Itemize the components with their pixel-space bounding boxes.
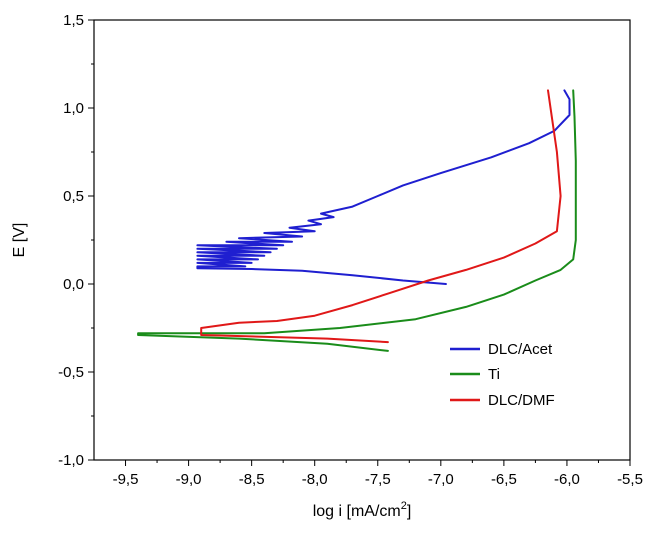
y-tick-label: 1,5 bbox=[63, 12, 84, 29]
legend-label-ti: Ti bbox=[488, 366, 500, 383]
legend-label-dlc-acet: DLC/Acet bbox=[488, 341, 553, 358]
x-axis-title-end: ] bbox=[407, 503, 411, 520]
y-axis-ticks: -1,0 -0,5 0,0 0,5 1,0 1,5 bbox=[58, 12, 94, 469]
legend-label-dlc-dmf: DLC/DMF bbox=[488, 392, 555, 409]
legend: DLC/Acet Ti DLC/DMF bbox=[450, 341, 555, 409]
y-tick-label: 0,0 bbox=[63, 276, 84, 293]
x-tick-label: -9,0 bbox=[176, 471, 202, 488]
x-axis-title-sup: 2 bbox=[401, 500, 407, 512]
y-tick-label: -0,5 bbox=[58, 364, 84, 381]
y-tick-label: 1,0 bbox=[63, 100, 84, 117]
series-line-2 bbox=[200, 89, 562, 344]
x-tick-label: -7,0 bbox=[428, 471, 454, 488]
x-tick-label: -7,5 bbox=[365, 471, 391, 488]
x-axis-ticks: -9,5 -9,0 -8,5 -8,0 -7,5 -7,0 -6,5 -6,0 -5,5 bbox=[113, 460, 643, 488]
x-tick-label: -6,5 bbox=[491, 471, 517, 488]
x-tick-label: -8,5 bbox=[239, 471, 265, 488]
series-line-0 bbox=[196, 89, 571, 285]
x-axis-title-main: log i [mA/cm bbox=[313, 503, 401, 520]
x-tick-label: -8,0 bbox=[302, 471, 328, 488]
y-tick-label: -1,0 bbox=[58, 452, 84, 469]
x-tick-label: -6,0 bbox=[554, 471, 580, 488]
x-tick-label: -5,5 bbox=[617, 471, 643, 488]
series-layer bbox=[137, 89, 577, 352]
x-axis-title: log i [mA/cm2] bbox=[313, 500, 412, 520]
x-tick-label: -9,5 bbox=[113, 471, 139, 488]
y-axis-title: E [V] bbox=[11, 223, 28, 258]
y-tick-label: 0,5 bbox=[63, 188, 84, 205]
series-line-1 bbox=[137, 89, 577, 352]
